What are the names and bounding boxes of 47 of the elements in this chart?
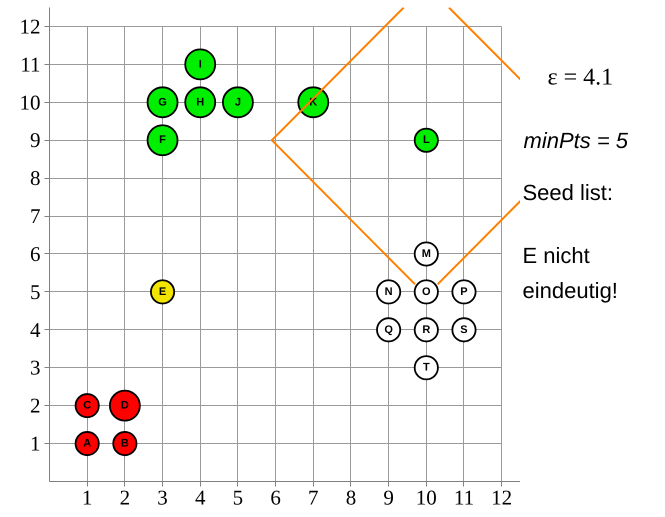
y-tick-label: 9 — [30, 128, 40, 152]
y-tick-label: 11 — [20, 52, 41, 76]
x-tick-label: 8 — [346, 486, 356, 510]
x-tick-label: 7 — [308, 486, 319, 510]
text: ε = 4.1 — [548, 64, 614, 90]
x-tick-label: 10 — [416, 486, 437, 510]
text: minPts = 5 — [524, 128, 629, 153]
data-label: I — [198, 58, 202, 70]
data-label: S — [460, 324, 468, 336]
data-label: G — [158, 96, 167, 108]
y-tick-label: 7 — [30, 204, 40, 228]
x-tick-label: 5 — [232, 486, 244, 510]
data-label: E — [158, 286, 166, 298]
data-label: Q — [384, 324, 394, 336]
data-label: T — [422, 362, 430, 374]
y-tick-label: 6 — [30, 242, 40, 266]
x-tick-label: 2 — [120, 486, 130, 510]
x-tick-label: 1 — [82, 486, 92, 510]
data-label: L — [422, 134, 430, 146]
data-label: A — [83, 438, 92, 450]
text: Seed list: — [522, 180, 613, 205]
y-tick-label: 8 — [30, 166, 40, 190]
data-label: P — [460, 286, 468, 298]
data-label: C — [83, 400, 92, 412]
y-tick-label: 3 — [30, 356, 40, 380]
y-tick-label: 5 — [30, 280, 40, 304]
data-label: H — [196, 96, 204, 108]
y-tick-label: 10 — [20, 90, 40, 114]
x-tick-label: 9 — [383, 486, 394, 510]
y-tick-label: 4 — [30, 318, 41, 342]
y-tick-label: 1 — [30, 432, 40, 456]
data-label: R — [422, 324, 430, 336]
x-tick-label: 3 — [157, 486, 168, 510]
x-tick-label: 4 — [194, 486, 206, 510]
data-label: M — [422, 248, 431, 260]
y-tick-label: 2 — [30, 394, 40, 418]
data-label: N — [384, 286, 393, 298]
text: E nicht eindeutig! — [522, 243, 618, 303]
data-label: F — [159, 134, 166, 146]
data-label: J — [234, 96, 241, 108]
y-tick-label: 12 — [20, 14, 40, 38]
data-label: B — [120, 438, 129, 450]
x-tick-label: 12 — [491, 486, 512, 510]
data-label: D — [120, 400, 129, 412]
x-tick-label: 6 — [270, 486, 281, 510]
data-label: O — [422, 286, 432, 298]
x-tick-label: 11 — [454, 486, 474, 510]
